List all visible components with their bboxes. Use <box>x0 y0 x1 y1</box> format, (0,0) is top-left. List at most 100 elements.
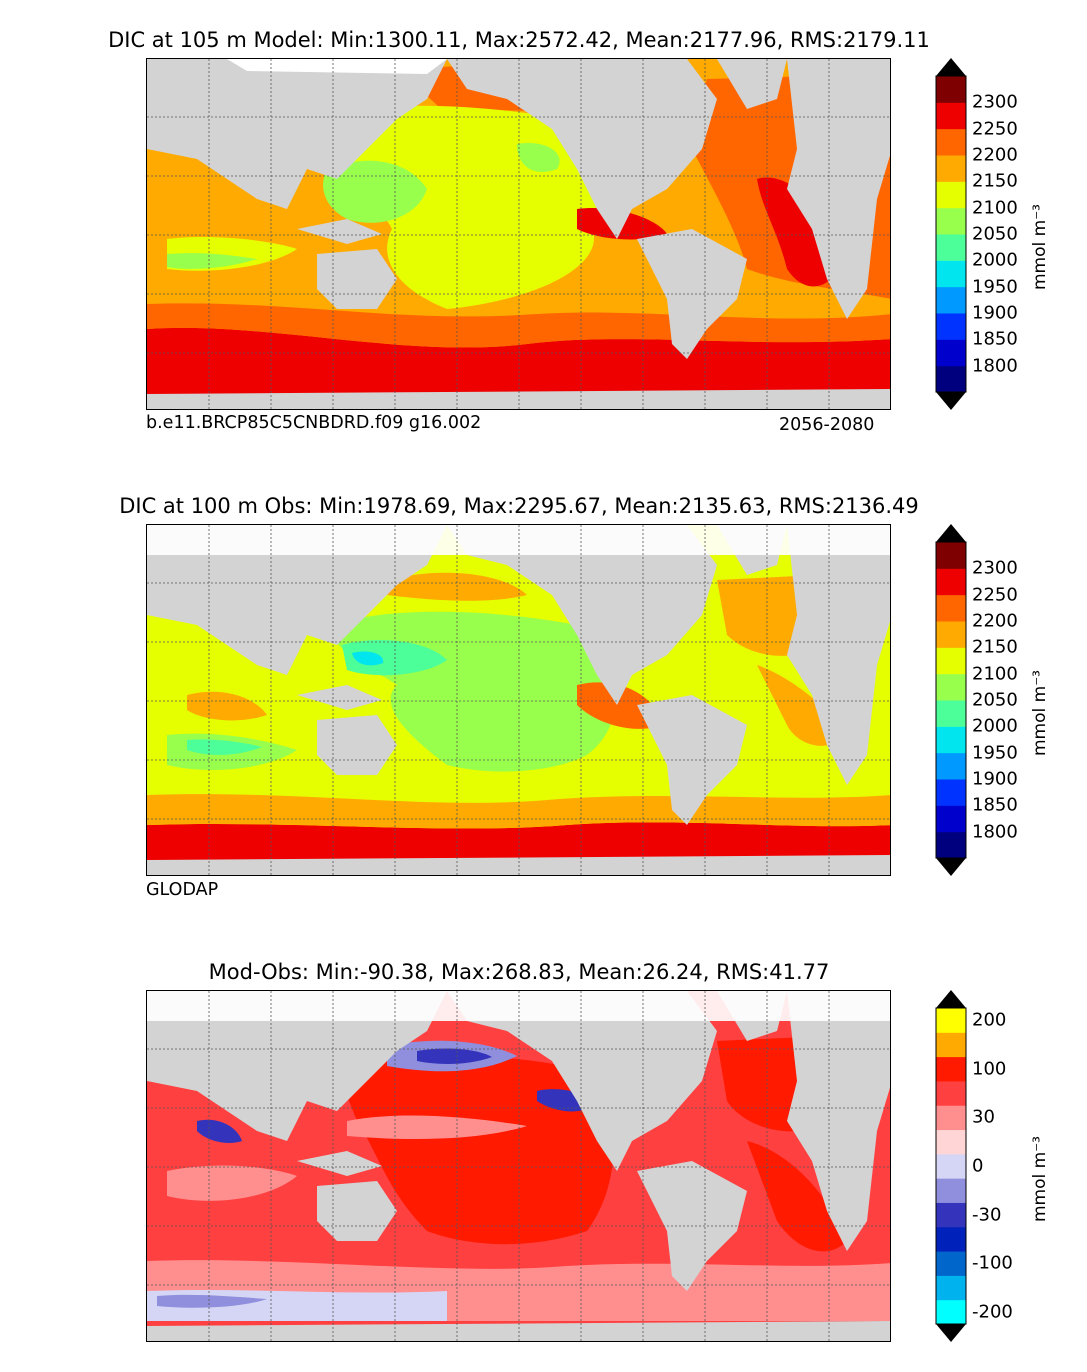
land-north-america <box>447 59 717 239</box>
colorbar-segment <box>936 260 966 288</box>
colorbar-tick-label: 100 <box>972 1058 1007 1080</box>
colorbar-segment <box>936 207 966 235</box>
land-eurasia-east <box>147 525 447 675</box>
colorbar-unit: mmol m⁻³ <box>1030 670 1050 756</box>
panel-model: DIC at 105 m Model: Min:1300.11, Max:257… <box>0 0 1087 460</box>
colorbar-tick-label: 1850 <box>972 328 1018 350</box>
colorbar-tick-label: 200 <box>972 1009 1007 1031</box>
colorbar-tick-label: 2300 <box>972 557 1018 579</box>
panel-title: Mod-Obs: Min:-90.38, Max:268.83, Mean:26… <box>208 960 830 984</box>
missing-data-north <box>147 991 890 1021</box>
colorbar-tick-label: 1850 <box>972 794 1018 816</box>
colorbar-extend-max <box>936 524 966 542</box>
gridlines <box>147 525 890 875</box>
colorbar-segment <box>936 1251 966 1276</box>
colorbar-diff <box>935 990 967 1342</box>
colorbar-tick-label: 2200 <box>972 610 1018 632</box>
map-obs-dic <box>146 524 891 876</box>
colorbar-tick-label: 2150 <box>972 636 1018 658</box>
land-europe-africa <box>787 59 890 319</box>
region-atlantic-red <box>747 1141 847 1252</box>
colorbar-extend-max <box>936 58 966 76</box>
colorbar-extend-min <box>936 392 966 410</box>
colorbar-tick-label: 1900 <box>972 768 1018 790</box>
colorbar-segment <box>936 1080 966 1106</box>
region-north-pacific-darkblue <box>417 1048 492 1064</box>
colorbar-segment <box>936 831 966 859</box>
colorbar-segment <box>936 568 966 596</box>
colorbar-segment <box>936 286 966 314</box>
dataset-name: GLODAP <box>146 880 219 900</box>
colorbar-tick-label: 2250 <box>972 118 1018 140</box>
colorbar-segment <box>936 1105 966 1131</box>
colorbar-border <box>935 541 967 859</box>
land-eurasia-east <box>147 991 447 1141</box>
region-pacific-pink <box>347 1115 527 1139</box>
panel-title: DIC at 100 m Obs: Min:1978.69, Max:2295.… <box>119 494 919 518</box>
colorbar-tick-label: 2050 <box>972 689 1018 711</box>
colorbar-border <box>935 1007 967 1325</box>
colorbar-segment <box>936 594 966 622</box>
colorbar-tick-label: -100 <box>972 1252 1013 1274</box>
colorbar-obs <box>935 524 967 876</box>
map-obs-svg <box>147 525 890 875</box>
region-arabian-orange <box>187 691 267 721</box>
colorbar-model <box>935 58 967 410</box>
panel-diff: Mod-Obs: Min:-90.38, Max:268.83, Mean:26… <box>0 932 1087 1372</box>
colorbar-tick-label: 1800 <box>972 821 1018 843</box>
land-greenland <box>717 59 787 109</box>
colorbar-segment <box>936 155 966 182</box>
colorbar-tick-label: 2000 <box>972 249 1018 271</box>
colorbar-segment <box>936 313 966 340</box>
colorbar-tick-label: 2200 <box>972 144 1018 166</box>
colorbar-tick-label: 2300 <box>972 91 1018 113</box>
map-model-svg <box>147 59 890 409</box>
colorbar-unit: mmol m⁻³ <box>1030 204 1050 290</box>
colorbar-segment <box>936 542 966 569</box>
land-indonesia <box>297 1151 382 1176</box>
region-pacific-cyan-green <box>342 640 447 676</box>
colorbar-extend-min <box>936 1324 966 1342</box>
colorbar-segment <box>936 726 966 754</box>
colorbar-tick-label: 2150 <box>972 170 1018 192</box>
colorbar-segment <box>936 621 966 648</box>
missing-data-north <box>227 59 447 74</box>
missing-data-north <box>147 525 890 555</box>
colorbar-segment <box>936 102 966 130</box>
colorbar-segment <box>936 128 966 156</box>
region-indian-cyan <box>187 739 262 755</box>
colorbar-tick-label: 0 <box>972 1155 984 1177</box>
colorbar-segment <box>936 1032 966 1058</box>
date-range: 2056-2080 <box>779 415 875 435</box>
region-southern-blue <box>157 1294 267 1308</box>
colorbar-segment <box>936 1129 966 1155</box>
colorbar-segment <box>936 1178 966 1203</box>
colorbar-segment <box>936 1299 966 1325</box>
case-name: b.e11.BRCP85C5CNBDRD.f09 g16.002 <box>146 413 482 433</box>
colorbar-segment <box>936 700 966 727</box>
colorbar-tick-label: 2050 <box>972 223 1018 245</box>
colorbar-segment <box>936 673 966 701</box>
colorbar-tick-label: 1800 <box>972 355 1018 377</box>
region-east-pacific-orange <box>577 682 662 729</box>
colorbar-segment <box>936 752 966 780</box>
colorbar-segment <box>936 1202 966 1228</box>
colorbar-segment <box>936 1056 966 1082</box>
map-diff-dic <box>146 990 891 1342</box>
land-indonesia <box>297 219 382 244</box>
colorbar-segment <box>936 365 966 393</box>
colorbar-segment <box>936 1226 966 1252</box>
colorbar-tick-label: -200 <box>972 1301 1013 1323</box>
colorbar-tick-label: 2250 <box>972 584 1018 606</box>
colorbar-tick-label: -30 <box>972 1204 1002 1226</box>
colorbar-segment <box>936 234 966 261</box>
colorbar-tick-label: 1900 <box>972 302 1018 324</box>
region-cyan-spot <box>352 651 384 666</box>
land-eurasia-east <box>147 59 447 209</box>
colorbar-tick-label: 2000 <box>972 715 1018 737</box>
panel-title: DIC at 105 m Model: Min:1300.11, Max:257… <box>108 28 930 52</box>
colorbar-segment <box>936 181 966 209</box>
region-pacific-green <box>323 160 427 223</box>
land-europe-africa <box>787 525 890 785</box>
colorbar-segment <box>936 1153 966 1179</box>
